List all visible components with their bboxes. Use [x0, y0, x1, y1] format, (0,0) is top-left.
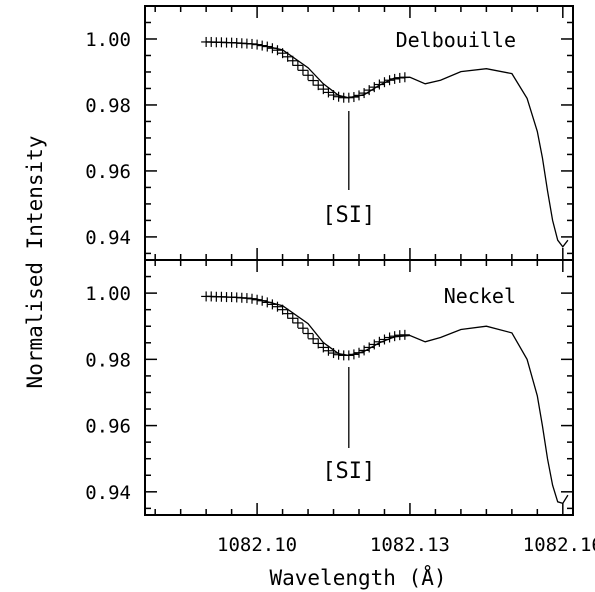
y-tick-label: 1.00 [85, 283, 131, 305]
data-point-marker [257, 40, 268, 51]
data-point-marker [333, 349, 344, 360]
data-point-marker [241, 293, 252, 304]
data-point-marker [277, 48, 288, 59]
y-tick-label: 0.94 [85, 482, 131, 504]
data-point-marker [277, 304, 288, 315]
x-tick-label: 1082.10 [217, 534, 297, 556]
data-point-marker [323, 345, 334, 356]
y-tick-labels-delbouille: 0.94 0.96 0.98 1.00 [85, 29, 131, 249]
data-point-marker [379, 334, 390, 345]
data-point-marker [384, 75, 395, 86]
panel-label-neckel: Neckel [444, 284, 516, 308]
data-point-marker [287, 55, 298, 66]
data-point-marker [292, 317, 303, 328]
data-point-marker [262, 41, 273, 52]
data-point-marker [272, 45, 283, 56]
x-axis-title: Wavelength (Å) [269, 564, 446, 590]
data-point-marker [297, 65, 308, 76]
data-point-marker [348, 349, 359, 360]
data-point-marker [399, 72, 410, 83]
data-point-marker [323, 87, 334, 98]
data-point-marker [348, 92, 359, 103]
y-tick-labels-neckel: 0.94 0.96 0.98 1.00 [85, 283, 131, 504]
data-point-marker [379, 77, 390, 88]
data-point-marker [267, 43, 278, 54]
y-tick-label: 0.96 [85, 416, 131, 438]
data-point-marker [282, 308, 293, 319]
data-point-marker [272, 301, 283, 312]
y-tick-label: 0.98 [85, 95, 131, 117]
panel-delbouille: 0.94 0.96 0.98 1.00 [SI] Delbouille [85, 5, 574, 261]
data-point-marker [318, 84, 329, 95]
y-tick-label: 1.00 [85, 29, 131, 51]
annotation-label-neckel: [SI] [322, 459, 375, 484]
x-tick-labels: 1082.10 1082.13 1082.16 [217, 534, 595, 556]
data-point-marker [354, 90, 364, 101]
data-point-marker [308, 333, 319, 344]
axis-ticks-delbouille [145, 5, 573, 260]
data-point-marker [369, 82, 380, 93]
data-point-marker [374, 336, 385, 347]
data-point-marker [247, 38, 257, 49]
data-point-marker [369, 339, 380, 350]
panel-label-delbouille: Delbouille [396, 28, 516, 52]
data-point-marker [247, 293, 257, 304]
data-point-marker [389, 331, 400, 342]
data-point-marker [354, 347, 364, 358]
spectrum-line [206, 41, 569, 248]
data-point-marker [328, 348, 339, 359]
data-point-marker [252, 294, 263, 305]
data-point-marker [333, 91, 344, 102]
data-point-marker [328, 90, 339, 101]
data-point-marker [262, 297, 273, 308]
data-point-marker [384, 332, 395, 343]
data-point-marker [313, 338, 324, 349]
data-point-marker [394, 72, 405, 83]
data-point-marker [374, 79, 385, 90]
data-point-marker [359, 88, 370, 99]
series-neckel [201, 291, 569, 505]
data-point-marker [364, 85, 375, 96]
y-tick-label: 0.98 [85, 349, 131, 371]
data-point-marker [282, 51, 293, 62]
data-point-marker [303, 70, 314, 81]
data-point-marker [287, 313, 298, 324]
data-point-marker [343, 350, 354, 361]
axis-ticks-neckel [145, 259, 573, 515]
series-delbouille [201, 36, 569, 248]
y-axis-title: Normalised Intensity [23, 136, 47, 389]
spectrum-line [206, 295, 569, 505]
data-point-marker [399, 329, 410, 340]
data-point-marker [313, 80, 324, 91]
data-point-marker [343, 92, 354, 103]
data-point-marker [318, 342, 329, 353]
data-point-marker [267, 299, 278, 310]
data-point-marker [389, 73, 400, 84]
x-tick-label: 1082.13 [370, 534, 450, 556]
annotation-label-delbouille: [SI] [322, 203, 375, 228]
data-point-marker [359, 345, 370, 356]
data-point-marker [257, 295, 268, 306]
data-point-marker [252, 39, 263, 50]
data-point-marker [297, 323, 308, 334]
data-point-marker [364, 342, 375, 353]
data-point-marker [308, 75, 319, 86]
y-tick-label: 0.96 [85, 161, 131, 183]
data-point-marker [303, 328, 314, 339]
panel-neckel: 0.94 0.96 0.98 1.00 1082.10 1082.13 1082.16 [… [85, 259, 595, 556]
y-tick-label: 0.94 [85, 227, 131, 249]
data-point-marker [292, 60, 303, 71]
x-tick-label: 1082.16 [523, 534, 595, 556]
